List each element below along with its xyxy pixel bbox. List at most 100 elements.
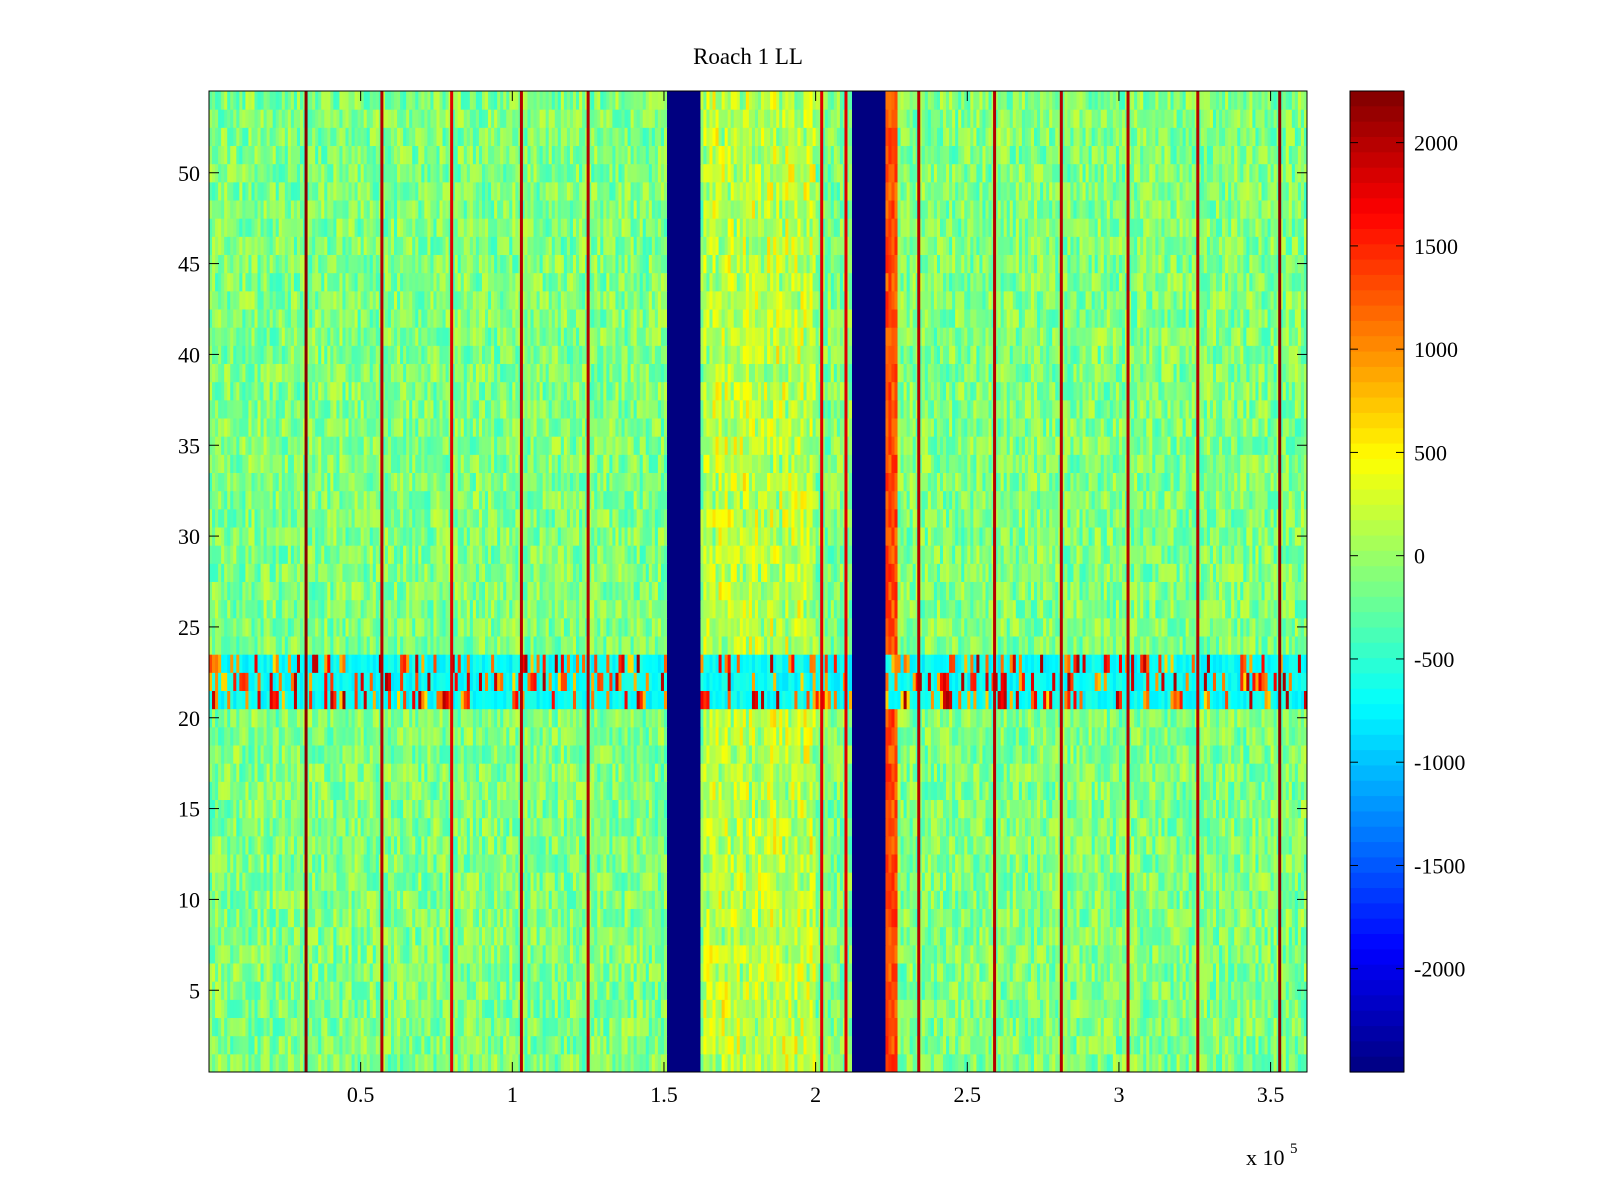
heatmap-cell [1285, 926, 1290, 946]
heatmap-cell [1061, 890, 1065, 909]
heatmap-cell [609, 926, 613, 946]
heatmap-cell [1012, 999, 1017, 1018]
heatmap-cell [730, 1053, 735, 1073]
heatmap-cell [524, 1017, 528, 1037]
heatmap-cell [1161, 1053, 1165, 1073]
heatmap-cell [375, 1053, 380, 1073]
heatmap-cell [1170, 999, 1175, 1018]
heatmap-cell [1234, 872, 1238, 891]
heatmap-cell [618, 1017, 623, 1037]
heatmap-cell [1015, 981, 1020, 1000]
heatmap-cell [1246, 944, 1250, 964]
heatmap-cell [612, 908, 616, 928]
heatmap-cell [360, 999, 365, 1018]
heatmap-cell [712, 944, 717, 964]
heatmap-cell [609, 999, 613, 1018]
heatmap-cell [1191, 835, 1196, 855]
heatmap-cell [1185, 1017, 1190, 1037]
heatmap-cell [1021, 926, 1026, 946]
heatmap-cell [548, 981, 553, 1000]
heatmap-cell [1118, 926, 1123, 946]
heatmap-cell [497, 908, 501, 928]
heatmap-cell [903, 1035, 908, 1055]
heatmap-cell [930, 926, 935, 946]
heatmap-cell [369, 872, 374, 891]
heatmap-cell [903, 908, 908, 928]
heatmap-cell [306, 908, 310, 928]
heatmap-cell [212, 817, 216, 837]
heatmap-cell [1009, 835, 1014, 855]
heatmap-cell [1188, 981, 1193, 1000]
heatmap-cell [767, 872, 771, 891]
heatmap-cell [242, 872, 246, 891]
heatmap-cell [1064, 872, 1068, 891]
heatmap-cell [551, 1053, 556, 1073]
heatmap-cell [985, 926, 990, 946]
heatmap-cell [979, 854, 983, 873]
heatmap-cell [263, 963, 268, 982]
heatmap-cell [469, 854, 474, 873]
heatmap-cell [390, 944, 395, 964]
heatmap-cell [245, 926, 249, 946]
heatmap-cell [788, 908, 792, 928]
heatmap-cell [1067, 1035, 1071, 1055]
heatmap-cell [245, 835, 249, 855]
heatmap-cell [660, 908, 665, 928]
heatmap-cell [1191, 1053, 1196, 1073]
heatmap-cell [478, 963, 483, 982]
heatmap-cell [1176, 963, 1181, 982]
heatmap-cell [324, 963, 328, 982]
heatmap-cell [360, 835, 365, 855]
heatmap-cell [387, 854, 392, 873]
heatmap-cell [1158, 835, 1162, 855]
heatmap-cell [1030, 1053, 1035, 1073]
heatmap-cell [1258, 981, 1262, 1000]
heatmap-cell [888, 1053, 892, 1073]
heatmap-cell [554, 981, 559, 1000]
heatmap-cell [488, 999, 492, 1018]
heatmap-cell [1231, 926, 1235, 946]
heatmap-cell [481, 817, 486, 837]
heatmap-cell [390, 999, 395, 1018]
heatmap-cell [642, 981, 647, 1000]
heatmap-cell [318, 872, 322, 891]
heatmap-cell [806, 963, 811, 982]
heatmap-cell [900, 854, 905, 873]
heatmap-cell [761, 926, 765, 946]
heatmap-cell [1055, 999, 1059, 1018]
heatmap-cell [263, 817, 268, 837]
heatmap-cell [1043, 981, 1047, 1000]
heatmap-cell [946, 926, 950, 946]
heatmap-cell [1067, 944, 1071, 964]
heatmap-cell [248, 981, 252, 1000]
heatmap-cell [233, 981, 237, 1000]
heatmap-cell [1149, 981, 1153, 1000]
heatmap-cell [900, 908, 905, 928]
heatmap-cell [403, 1053, 407, 1073]
heatmap-cell [339, 999, 343, 1018]
heatmap-cell [712, 872, 717, 891]
heatmap-cell [1197, 835, 1202, 855]
heatmap-cell [909, 854, 914, 873]
heatmap-cell [1158, 854, 1162, 873]
heatmap-cell [1043, 817, 1047, 837]
heatmap-cell [1288, 1053, 1293, 1073]
heatmap-cell [943, 1053, 947, 1073]
heatmap-cell [221, 999, 225, 1018]
heatmap-cell [478, 890, 483, 909]
heatmap-cell [427, 908, 431, 928]
heatmap-cell [506, 926, 510, 946]
heatmap-cell [1128, 872, 1132, 891]
heatmap-cell [1164, 1035, 1168, 1055]
heatmap-cell [284, 817, 289, 837]
heatmap-cell [409, 963, 413, 982]
heatmap-cell [718, 1053, 723, 1073]
heatmap-cell [782, 854, 786, 873]
heatmap-cell [761, 1017, 765, 1037]
heatmap-cell [785, 963, 789, 982]
heatmap-cell [827, 944, 832, 964]
heatmap-cell [557, 835, 562, 855]
heatmap-cell [372, 926, 377, 946]
heatmap-cell [939, 890, 944, 909]
heatmap-cell [354, 854, 359, 873]
